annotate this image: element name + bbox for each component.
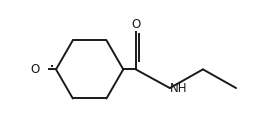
Text: NH: NH xyxy=(170,82,187,95)
Text: O: O xyxy=(131,18,140,31)
Text: O: O xyxy=(30,63,39,76)
